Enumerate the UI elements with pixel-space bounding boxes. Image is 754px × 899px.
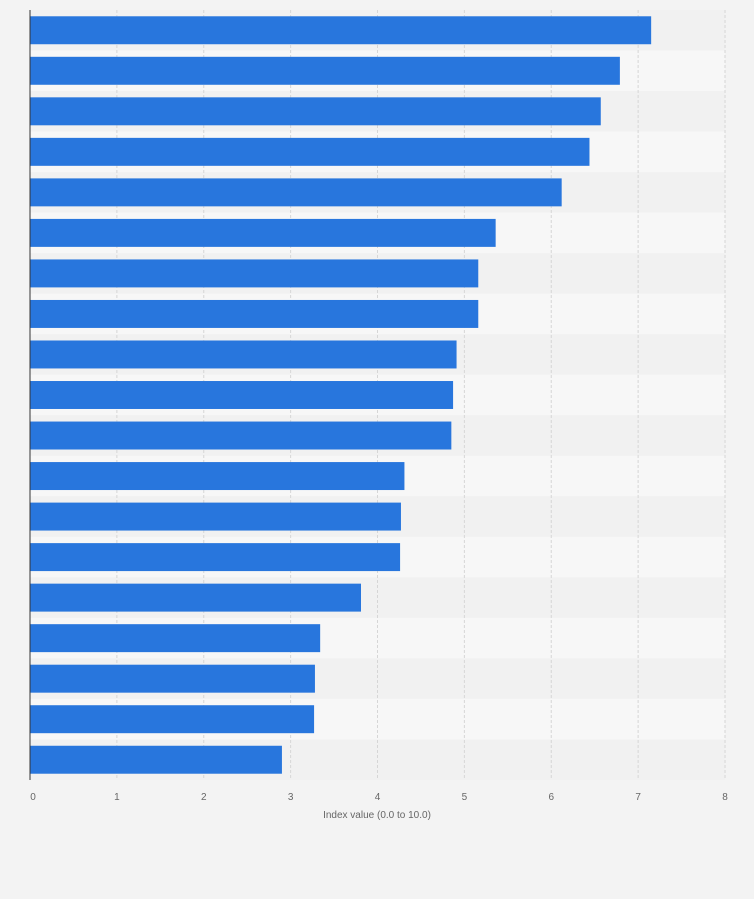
x-tick-label: 8 xyxy=(722,792,728,803)
bar xyxy=(30,56,620,85)
bar xyxy=(30,745,282,774)
bar xyxy=(30,624,321,653)
bar xyxy=(30,421,452,450)
bar xyxy=(30,462,405,491)
bar xyxy=(30,178,562,207)
x-tick-label: 0 xyxy=(30,792,36,803)
x-tick-label: 3 xyxy=(288,792,294,803)
x-tick-label: 1 xyxy=(114,792,120,803)
bar xyxy=(30,705,315,734)
bar xyxy=(30,137,590,166)
x-tick-label: 2 xyxy=(201,792,207,803)
bar xyxy=(30,299,479,328)
bar xyxy=(30,340,457,369)
bar xyxy=(30,218,496,247)
bar xyxy=(30,664,315,693)
x-tick-label: 5 xyxy=(462,792,468,803)
x-tick-label: 7 xyxy=(635,792,641,803)
bar xyxy=(30,543,401,572)
x-tick-label: 4 xyxy=(375,792,381,803)
x-axis-label: Index value (0.0 to 10.0) xyxy=(323,810,431,821)
x-tick-label: 6 xyxy=(548,792,554,803)
bar xyxy=(30,259,479,288)
bar xyxy=(30,583,361,612)
bar xyxy=(30,381,454,409)
bar xyxy=(30,97,601,126)
bar xyxy=(30,16,652,45)
bar xyxy=(30,502,401,531)
